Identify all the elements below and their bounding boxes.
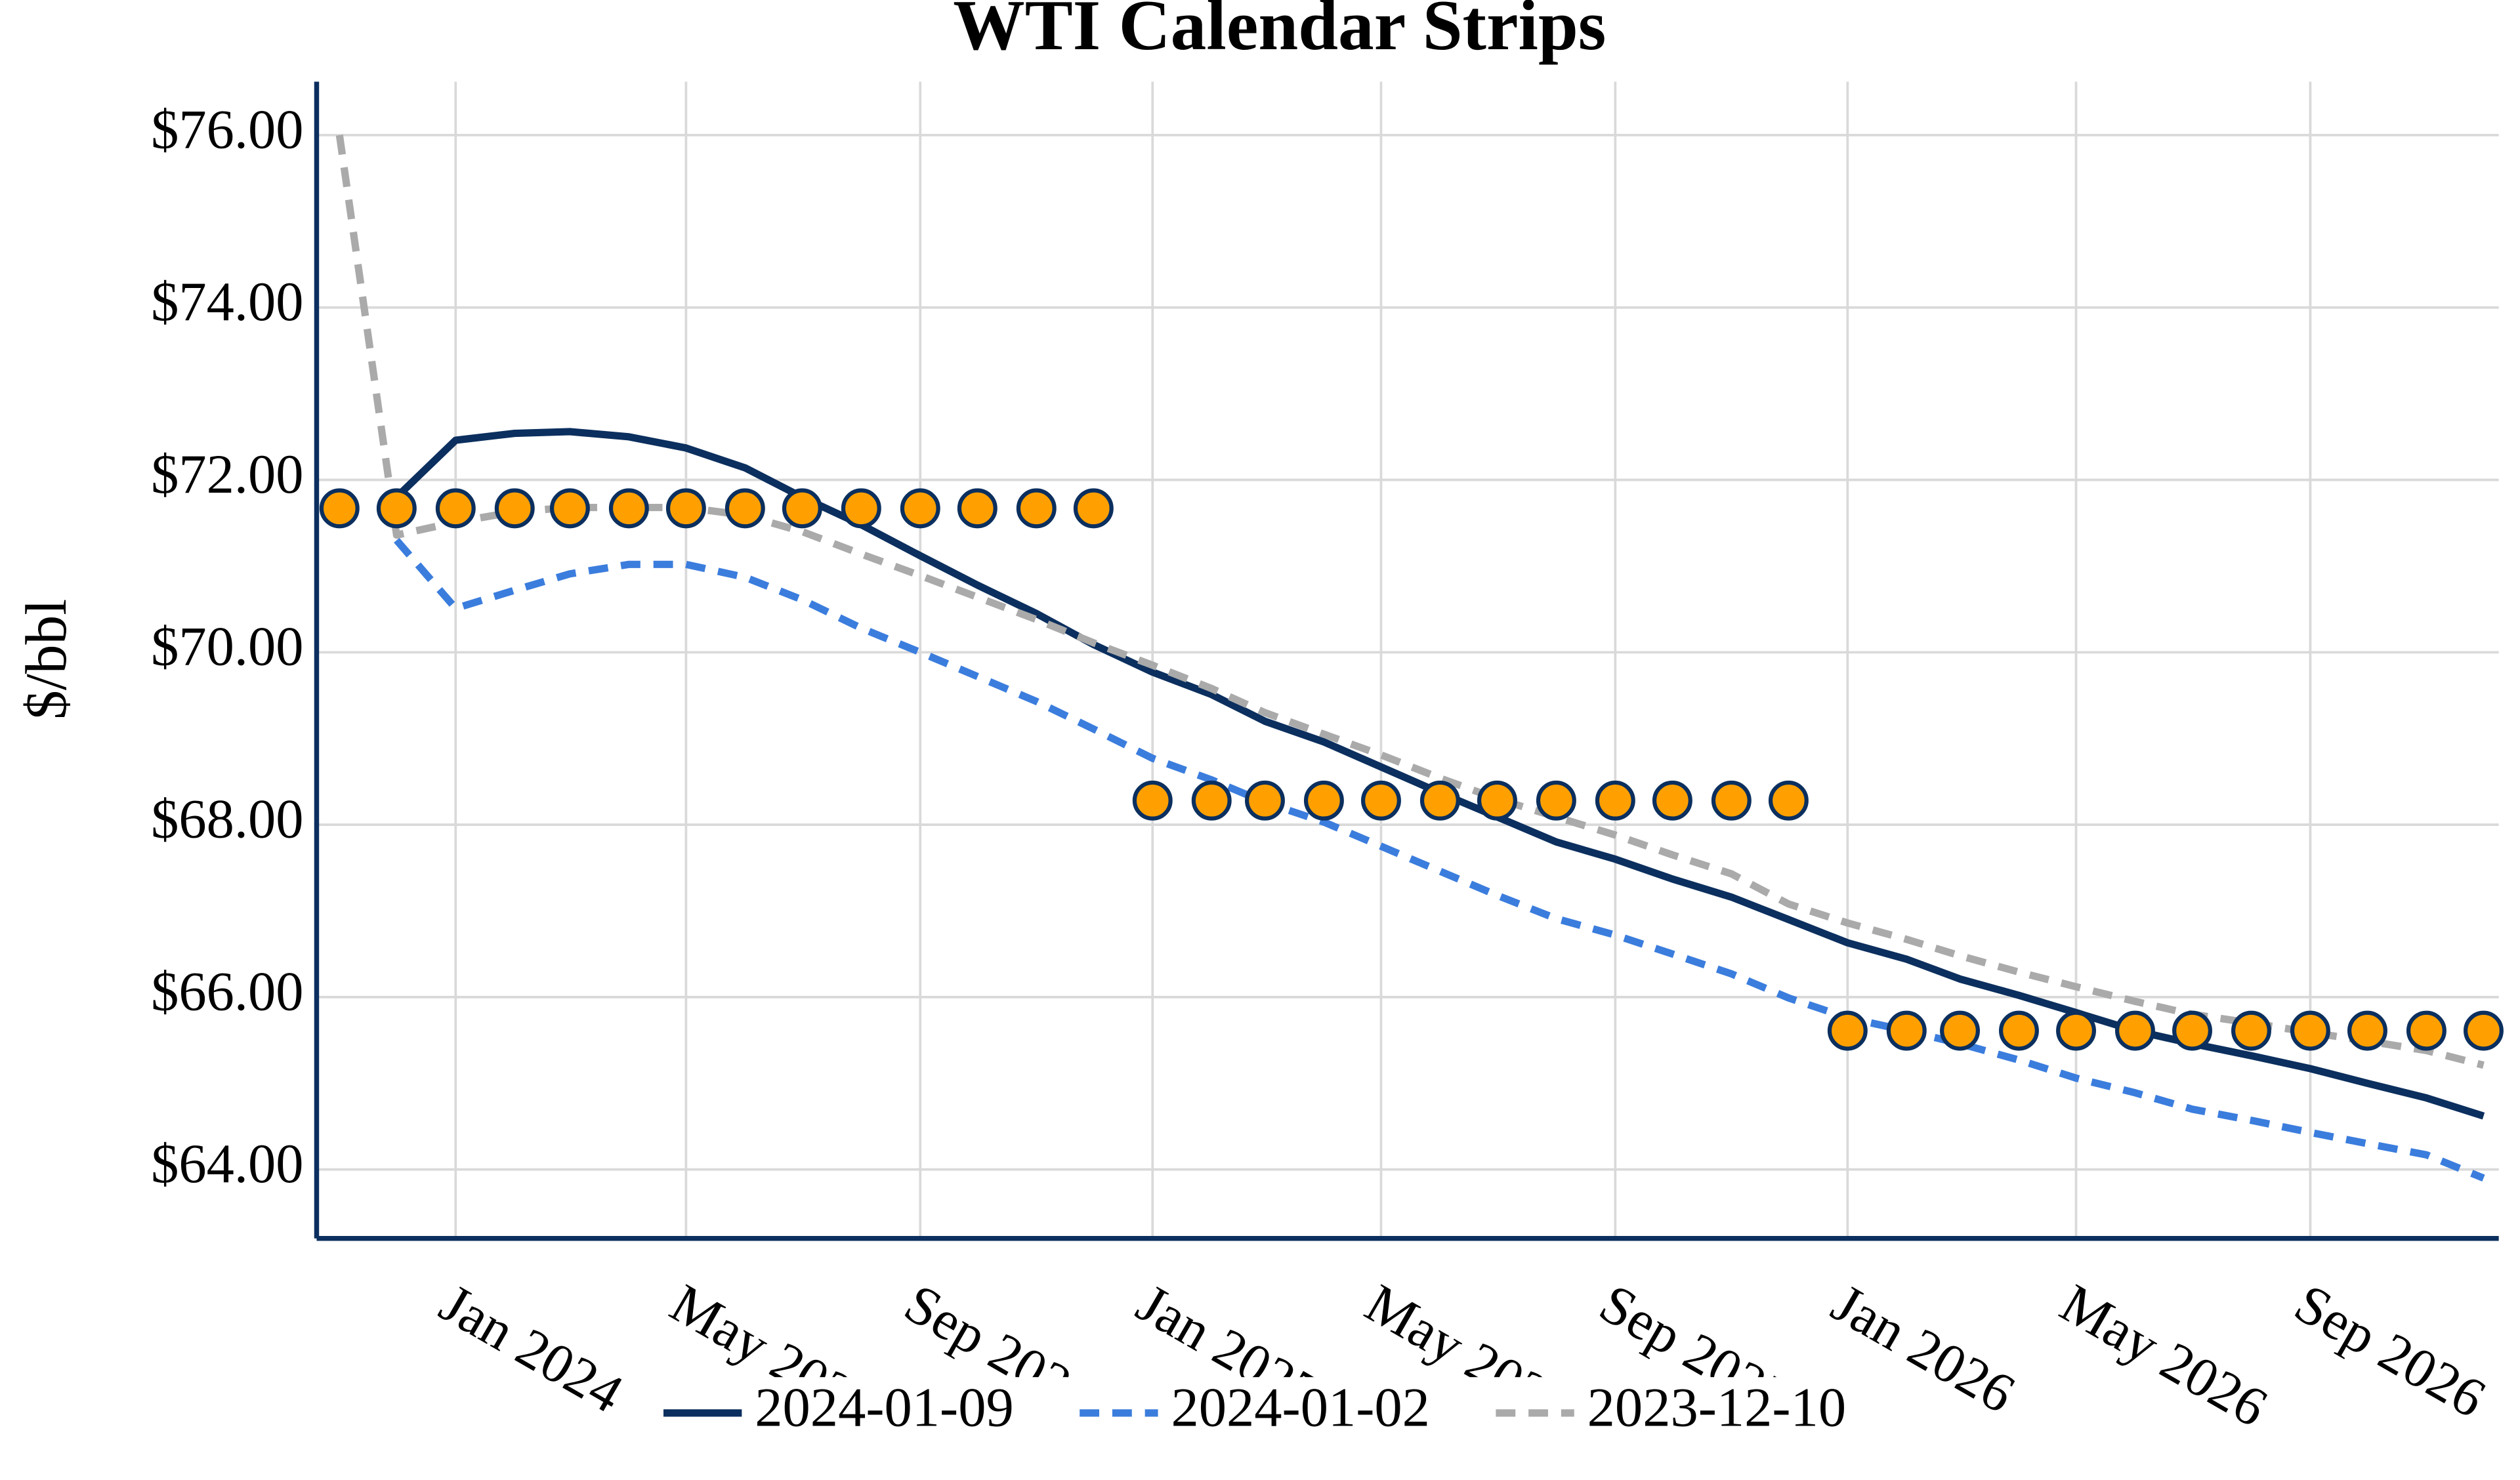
strip-marker xyxy=(1244,780,1285,821)
legend-label: 2024-01-09 xyxy=(755,1377,1014,1438)
strip-marker xyxy=(1132,780,1173,821)
strip-marker xyxy=(1016,488,1057,529)
strip-marker xyxy=(494,488,535,529)
series-line xyxy=(335,134,2485,1069)
strip-marker xyxy=(2406,1010,2446,1051)
strip-marker xyxy=(2115,1010,2155,1051)
strip-marker xyxy=(435,488,476,529)
strip-marker xyxy=(608,488,649,529)
strip-marker xyxy=(2290,1010,2330,1051)
strip-marker xyxy=(319,488,360,529)
y-tick-label: $72.00 xyxy=(151,444,304,505)
strip-marker xyxy=(1536,780,1576,821)
strip-marker xyxy=(1999,1010,2039,1051)
strip-marker xyxy=(782,488,822,529)
strip-marker xyxy=(2347,1010,2387,1051)
y-tick-label: $70.00 xyxy=(151,617,304,678)
strip-marker xyxy=(2231,1010,2271,1051)
strip-marker xyxy=(1652,780,1692,821)
legend-background xyxy=(647,1377,1896,1449)
strip-marker xyxy=(2172,1010,2212,1051)
strip-marker xyxy=(1073,488,1114,529)
strip-marker xyxy=(1768,780,1809,821)
y-tick-label: $64.00 xyxy=(151,1134,304,1195)
strip-marker xyxy=(1711,780,1752,821)
strip-marker xyxy=(957,488,998,529)
strip-marker xyxy=(1940,1010,1980,1051)
legend-label: 2023-12-10 xyxy=(1587,1377,1847,1438)
strip-marker xyxy=(2056,1010,2096,1051)
strip-marker xyxy=(1827,1010,1868,1051)
y-axis-label: $/bbl xyxy=(14,599,79,720)
strip-marker xyxy=(665,488,706,529)
strip-marker xyxy=(1886,1010,1927,1051)
strip-marker xyxy=(2463,1010,2504,1051)
strip-marker xyxy=(376,488,417,529)
legend-label: 2024-01-02 xyxy=(1171,1377,1430,1438)
strip-marker xyxy=(1303,780,1344,821)
strip-marker xyxy=(1595,780,1635,821)
strip-marker xyxy=(1419,780,1460,821)
strip-marker xyxy=(549,488,590,529)
strip-marker xyxy=(841,488,881,529)
strip-marker xyxy=(724,488,765,529)
y-tick-label: $74.00 xyxy=(151,272,304,333)
y-tick-label: $66.00 xyxy=(151,961,304,1022)
strip-marker xyxy=(900,488,940,529)
legend: 2024-01-09 2024-01-02 2023-12-10 xyxy=(647,1377,1896,1449)
y-tick-label: $76.00 xyxy=(151,99,304,160)
chart-title: WTI Calendar Strips xyxy=(953,0,1606,65)
y-tick-label: $68.00 xyxy=(151,789,304,850)
strip-marker xyxy=(1477,780,1517,821)
strip-marker xyxy=(1360,780,1401,821)
series-line xyxy=(394,537,2485,1182)
strip-marker xyxy=(1191,780,1232,821)
